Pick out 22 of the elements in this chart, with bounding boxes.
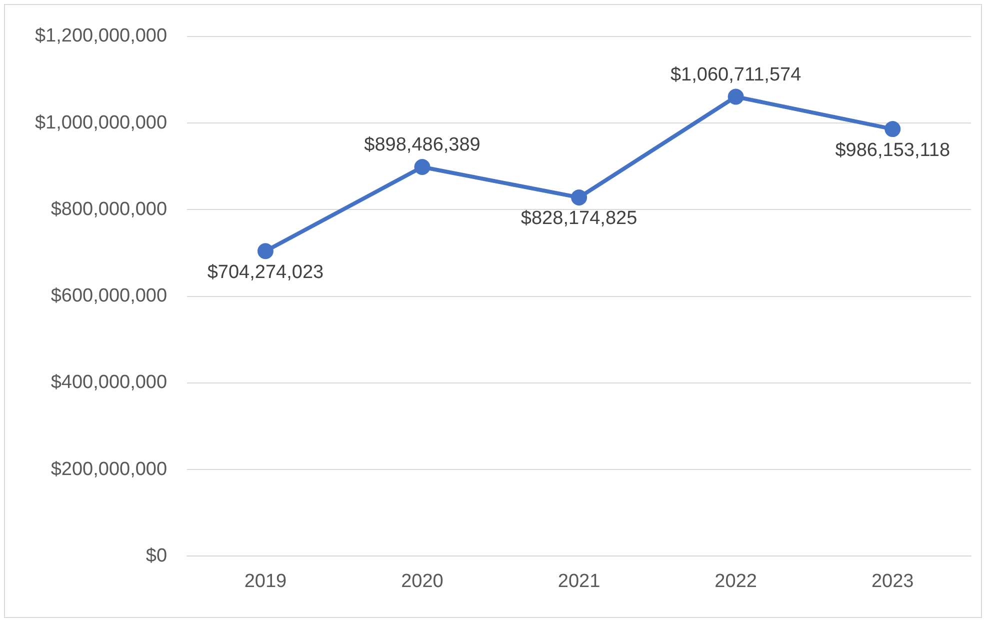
point	[257, 243, 274, 260]
y-tick-label: $1,200,000,000	[34, 26, 168, 47]
point	[884, 121, 901, 138]
x-tick-label: 2023	[871, 570, 914, 592]
y-tick-label: $0	[146, 545, 168, 566]
y-tick-label: $200,000,000	[50, 458, 168, 480]
point	[728, 88, 744, 105]
x-tick-label: 2021	[558, 570, 600, 592]
data-label: $1,060,711,574	[670, 64, 802, 86]
data-label: $704,274,023	[207, 262, 324, 283]
x-tick-label: 2020	[401, 570, 444, 592]
point	[414, 159, 430, 176]
data-label: $828,174,825	[520, 208, 638, 230]
x-tick-label: 2019	[244, 570, 287, 592]
data-label: $986,153,118	[835, 140, 950, 161]
x-tick-label: 2022	[714, 570, 757, 592]
y-tick-label: $800,000,000	[50, 198, 168, 220]
data-label: $898,486,389	[364, 134, 480, 156]
y-tick-label: $1,000,000,000	[34, 112, 168, 134]
y-tick-label: $400,000,000	[50, 372, 168, 394]
point	[571, 189, 588, 206]
y-tick-label: $600,000,000	[50, 286, 168, 307]
